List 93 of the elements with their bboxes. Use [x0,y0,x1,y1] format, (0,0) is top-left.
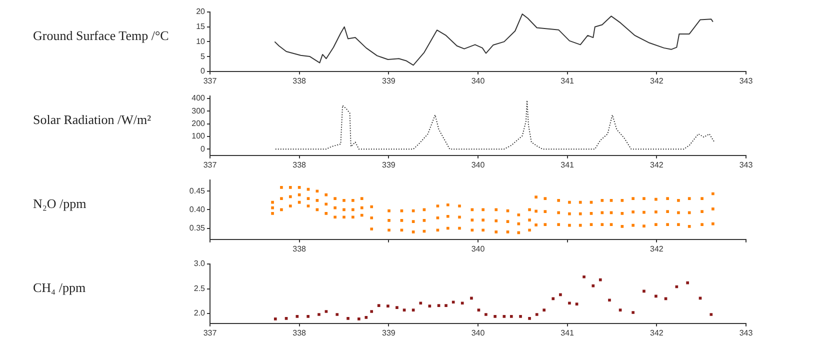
point [318,313,320,316]
point [582,275,586,278]
point [364,316,368,319]
point [396,306,398,309]
x-tick-label: 339 [382,160,396,170]
y-tick-label: 300 [192,106,206,116]
x-tick-label: 337 [203,160,218,170]
y-tick-label: 400 [192,94,206,103]
y-tick-label: 2.0 [194,308,206,318]
x-tick-label: 341 [560,76,575,86]
y-tick-label: 200 [192,119,206,128]
x-tick-label: 342 [650,328,664,338]
point [306,315,310,318]
line-series [274,100,715,150]
x-tick-label: 341 [560,328,575,338]
point [664,297,668,300]
x-tick-label: 340 [471,76,486,86]
x-tick-label: 340 [471,328,486,338]
point [510,315,513,318]
x-tick-label: 343 [739,160,754,170]
point [274,318,277,320]
y-tick-label: 0 [200,144,206,154]
x-tick-label: 340 [471,244,486,254]
x-tick-label: 339 [382,328,396,338]
y-axis-title: CH₄ /ppm [33,280,86,296]
x-tick-label: 341 [560,160,575,170]
point [437,304,440,307]
x-tick-label: 343 [739,76,754,86]
point [336,313,339,316]
point [542,308,546,312]
point [370,310,374,313]
point [358,318,360,320]
x-tick-label: 342 [650,244,664,254]
point [477,308,480,312]
point [608,298,611,302]
point [460,302,464,305]
point [346,317,350,320]
x-tick-label: 340 [471,160,486,170]
point [452,300,455,304]
x-tick-label: 339 [382,76,396,86]
point [642,290,646,293]
x-tick-label: 338 [292,244,307,254]
y-tick-label: 0 [200,66,206,76]
point [470,296,473,300]
y-tick-label: 0.45 [189,186,206,196]
x-tick-label: 338 [292,328,307,338]
point [377,304,380,307]
point [528,317,531,320]
point [386,304,390,308]
y-axis-title: N₂O /ppm [33,196,86,212]
point [428,304,432,308]
x-tick-label: 343 [739,328,754,338]
y-tick-label: 0.35 [189,223,206,232]
point [519,315,522,318]
point [502,315,506,318]
point [324,310,328,313]
point [402,308,406,312]
point [575,302,578,306]
point [618,308,622,312]
x-tick-label: 342 [650,160,664,170]
x-tick-label: 337 [203,76,218,86]
point [284,317,288,320]
y-tick-label: 20 [196,7,206,16]
point [535,313,538,316]
point [632,311,634,314]
y-tick-label: 5 [200,52,206,61]
point [686,281,689,284]
x-tick-label: 342 [650,76,664,86]
point [568,302,571,305]
x-tick-label: 338 [292,160,307,170]
y-axis-title: Ground Surface Temp /°C [33,28,169,44]
point [484,313,488,316]
y-tick-label: 0.40 [189,204,206,214]
point [412,308,415,312]
point [710,313,713,316]
point [296,315,299,318]
point [654,294,658,298]
point [598,278,602,282]
point [592,284,595,288]
y-tick-label: 3.0 [194,259,206,268]
point [552,297,555,300]
point [494,315,496,318]
y-axis-title: Solar Radiation /W/m² [33,112,151,128]
x-tick-label: 338 [292,76,307,86]
point [444,304,448,307]
y-tick-label: 10 [196,36,206,46]
y-tick-label: 100 [192,132,206,141]
point [419,302,422,305]
y-tick-label: 15 [196,22,206,32]
x-tick-label: 337 [203,328,218,338]
point [698,296,702,300]
point [559,293,562,296]
y-tick-label: 2.5 [194,284,206,293]
